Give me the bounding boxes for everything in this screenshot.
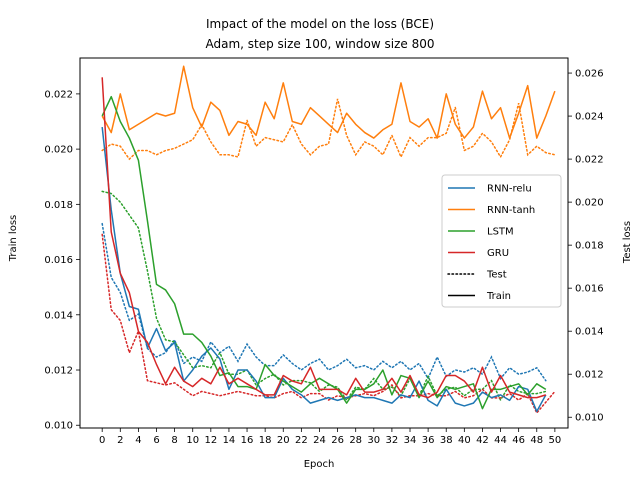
y2-axis-label: Test loss xyxy=(622,221,633,264)
x-tick-label: 44 xyxy=(494,435,507,446)
y-tick-label: 0.010 xyxy=(44,421,73,432)
y-axis-right: 0.010 0.012 0.014 0.016 0.018 0.020 0.022 0.024… xyxy=(568,69,604,424)
x-tick-label: 0 xyxy=(99,435,105,446)
x-tick-label: 4 xyxy=(135,435,141,446)
x-tick-label: 22 xyxy=(295,435,308,446)
x-tick-label: 38 xyxy=(440,435,453,446)
legend-label-train: Train xyxy=(486,291,511,302)
y2-tick-label: 0.014 xyxy=(575,327,604,338)
chart-subtitle: Adam, step size 100, window size 800 xyxy=(205,37,434,51)
x-tick-label: 10 xyxy=(186,435,199,446)
x-axis: 0 2 4 6 8 10 12 14 16 18 20 22 24 26 28 30 32 34 36 38 40 42 4… xyxy=(99,428,561,446)
y2-tick-label: 0.012 xyxy=(575,370,604,381)
y2-tick-label: 0.020 xyxy=(575,198,604,209)
y-tick-label: 0.014 xyxy=(44,310,73,321)
x-tick-label: 20 xyxy=(277,435,290,446)
x-tick-label: 24 xyxy=(313,435,326,446)
legend-label-rnn-tanh: RNN-tanh xyxy=(487,205,535,216)
y-tick-label: 0.018 xyxy=(44,200,73,211)
lines-layer xyxy=(101,65,556,415)
legend-label-gru: GRU xyxy=(487,248,509,259)
legend-label-lstm: LSTM xyxy=(487,227,514,238)
x-tick-label: 40 xyxy=(458,435,471,446)
chart-title: Impact of the model on the loss (BCE) xyxy=(206,17,434,31)
y2-tick-label: 0.018 xyxy=(575,241,604,252)
y2-tick-label: 0.026 xyxy=(575,69,604,80)
x-tick-label: 34 xyxy=(404,435,417,446)
y-tick-label: 0.022 xyxy=(44,89,73,100)
y2-tick-label: 0.016 xyxy=(575,284,604,295)
legend: RNN-relu RNN-tanh LSTM GRU Test Train xyxy=(441,174,562,308)
x-tick-label: 36 xyxy=(422,435,435,446)
x-tick-label: 14 xyxy=(223,435,236,446)
x-tick-label: 28 xyxy=(349,435,362,446)
series-line-rnn-relu-test xyxy=(101,222,547,382)
x-tick-label: 18 xyxy=(259,435,272,446)
x-tick-label: 12 xyxy=(204,435,217,446)
series-line-lstm-train xyxy=(101,95,547,410)
y2-tick-label: 0.024 xyxy=(575,112,604,123)
series-line-rnn-tanh-train xyxy=(101,65,556,139)
x-tick-label: 50 xyxy=(549,435,562,446)
plot-area xyxy=(79,57,569,429)
x-tick-label: 30 xyxy=(367,435,380,446)
x-tick-label: 46 xyxy=(512,435,525,446)
legend-label-rnn-relu: RNN-relu xyxy=(487,184,532,195)
x-tick-label: 2 xyxy=(117,435,123,446)
y-tick-label: 0.016 xyxy=(44,255,73,266)
series-line-rnn-tanh-test xyxy=(101,98,556,161)
series-line-gru-train xyxy=(101,77,547,399)
legend-frame xyxy=(441,174,562,308)
series-line-rnn-relu-train xyxy=(101,126,547,413)
x-tick-label: 48 xyxy=(530,435,543,446)
x-tick-label: 26 xyxy=(331,435,344,446)
x-tick-label: 42 xyxy=(476,435,489,446)
y-tick-label: 0.012 xyxy=(44,366,73,377)
y-tick-label: 0.020 xyxy=(44,145,73,156)
x-tick-label: 6 xyxy=(153,435,159,446)
y-axis-label: Train loss xyxy=(8,215,19,263)
series-line-gru-test xyxy=(101,233,556,415)
y2-tick-label: 0.010 xyxy=(575,413,604,424)
legend-label-test: Test xyxy=(486,270,507,281)
x-tick-label: 16 xyxy=(241,435,254,446)
plot-frame xyxy=(79,57,569,429)
x-tick-label: 8 xyxy=(171,435,177,446)
x-tick-label: 32 xyxy=(386,435,399,446)
y-axis-left: 0.010 0.012 0.014 0.016 0.018 0.020 0.022 xyxy=(44,89,80,432)
y2-tick-label: 0.022 xyxy=(575,155,604,166)
x-axis-label: Epoch xyxy=(304,459,335,470)
